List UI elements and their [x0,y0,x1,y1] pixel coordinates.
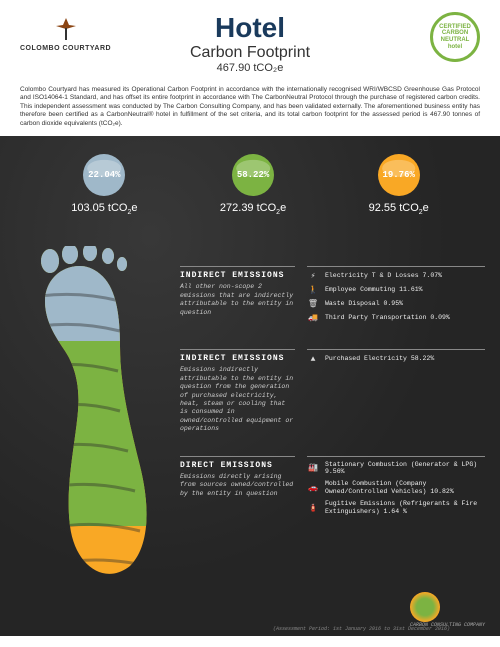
consultant-logo [410,592,440,622]
item-text: Waste Disposal 0.95% [325,300,403,308]
scope-circle: 58.22% [232,154,274,196]
footer: CARBON CONSULTING COMPANY [410,592,485,628]
chalkboard: SCOPE 03 22.04% 103.05 tCO2e SCOPE 02 58.… [0,136,500,636]
item-icon: 🚚 [307,313,319,323]
category-2: DIRECT EMISSIONS Emissions directly aris… [180,456,485,520]
item-icon: 🧯 [307,503,319,513]
item-text: Purchased Electricity 58.22% [325,355,434,363]
emission-item: 🗑 Waste Disposal 0.95% [307,299,485,309]
logo-symbol [51,15,81,45]
item-icon: 🚗 [307,483,319,493]
scope-pct: 58.22% [237,170,269,180]
scope-0: SCOPE 03 22.04% 103.05 tCO2e [71,154,137,216]
total-footprint: 467.90 tCO₂e [20,62,480,74]
category-desc: All other non-scope 2 emissions that are… [180,283,295,317]
certified-badge: CERTIFIED CARBON NEUTRAL hotel [430,12,480,62]
consultant-name: CARBON CONSULTING COMPANY [410,622,485,628]
logo-text: COLOMBO COURTYARD [20,45,111,52]
scope-circle: 22.04% [83,154,125,196]
item-text: Third Party Transportation 0.09% [325,314,450,322]
item-text: Fugitive Emissions (Refrigerants & Fire … [325,500,485,516]
category-desc: Emissions indirectly attributable to the… [180,366,295,434]
item-text: Electricity T & D Losses 7.07% [325,272,442,280]
emission-item: 🚚 Third Party Transportation 0.09% [307,313,485,323]
category-title: DIRECT EMISSIONS [180,461,295,470]
scope-pct: 19.76% [382,170,414,180]
scope-circle: 19.76% [378,154,420,196]
category-desc: Emissions directly arising from sources … [180,473,295,498]
item-text: Stationary Combustion (Generator & LPG) … [325,461,485,477]
scope-value: 272.39 tCO2e [220,202,286,216]
category-header: INDIRECT EMISSIONS Emissions indirectly … [180,349,295,434]
category-header: INDIRECT EMISSIONS All other non-scope 2… [180,266,295,327]
item-icon: ▲ [307,354,319,364]
category-items: 🏭 Stationary Combustion (Generator & LPG… [307,456,485,520]
category-header: DIRECT EMISSIONS Emissions directly aris… [180,456,295,520]
scope-value: 103.05 tCO2e [71,202,137,216]
categories: INDIRECT EMISSIONS All other non-scope 2… [180,266,485,541]
header: COLOMBO COURTYARD CERTIFIED CARBON NEUTR… [0,0,500,82]
scope-label: SCOPE 01 [238,128,262,134]
item-icon: 🚶 [307,285,319,295]
category-title: INDIRECT EMISSIONS [180,271,295,280]
category-title: INDIRECT EMISSIONS [180,354,295,363]
emission-item: 🧯 Fugitive Emissions (Refrigerants & Fir… [307,500,485,516]
item-text: Mobile Combustion (Company Owned/Control… [325,480,485,496]
item-icon: 🏭 [307,463,319,473]
category-items: ▲ Purchased Electricity 58.22% [307,349,485,434]
scope-pct: 22.04% [88,170,120,180]
category-items: ⚡ Electricity T & D Losses 7.07% 🚶 Emplo… [307,266,485,327]
logo-colombo: COLOMBO COURTYARD [20,15,111,52]
emission-item: 🚗 Mobile Combustion (Company Owned/Contr… [307,480,485,496]
emission-item: 🚶 Employee Commuting 11.61% [307,285,485,295]
scope-1: SCOPE 02 58.22% 272.39 tCO2e [220,154,286,216]
badge-text: CERTIFIED CARBON NEUTRAL hotel [433,24,477,50]
scope-2: SCOPE 01 19.76% 92.55 tCO2e [369,154,429,216]
footprint-graphic [20,246,170,596]
emission-item: ▲ Purchased Electricity 58.22% [307,354,485,364]
item-icon: ⚡ [307,271,319,281]
emission-item: 🏭 Stationary Combustion (Generator & LPG… [307,461,485,477]
scopes-row: SCOPE 03 22.04% 103.05 tCO2e SCOPE 02 58.… [0,136,500,216]
item-text: Employee Commuting 11.61% [325,286,423,294]
category-0: INDIRECT EMISSIONS All other non-scope 2… [180,266,485,327]
scope-value: 92.55 tCO2e [369,202,429,216]
category-1: INDIRECT EMISSIONS Emissions indirectly … [180,349,485,434]
page: COLOMBO COURTYARD CERTIFIED CARBON NEUTR… [0,0,500,647]
emission-item: ⚡ Electricity T & D Losses 7.07% [307,271,485,281]
item-icon: 🗑 [307,299,319,309]
